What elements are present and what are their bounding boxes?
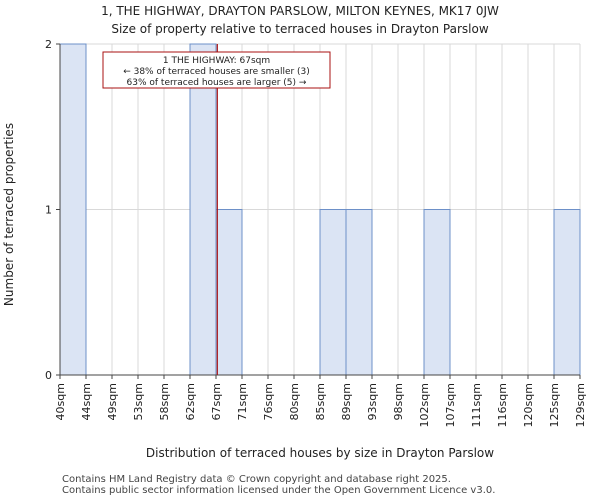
chart-subtitle: Size of property relative to terraced ho…: [111, 22, 489, 36]
bar-62sqm: [189, 43, 217, 376]
annotation-line: 63% of terraced houses are larger (5) →: [127, 78, 307, 88]
x-tick-label: 44sqm: [80, 383, 93, 420]
x-tick-label: 93sqm: [366, 383, 379, 420]
footer-copyright: Contains HM Land Registry data © Crown c…: [62, 474, 451, 485]
y-axis-label: Number of terraced properties: [2, 123, 16, 306]
x-tick-label: 129sqm: [574, 383, 587, 427]
x-tick-label: 98sqm: [392, 383, 405, 420]
annotation-box: [102, 51, 331, 89]
bar-125sqm: [553, 209, 581, 376]
annotation-line: ← 38% of terraced houses are smaller (3): [123, 67, 310, 77]
x-axis-label: Distribution of terraced houses by size …: [146, 446, 494, 460]
y-tick-label: 2: [45, 38, 52, 51]
histogram-chart: 0 1 2 40sqm 44sqm 49sqm 53sqm 58sqm 62sqm 67sqm 71…: [2, 38, 587, 460]
x-tick-label: 102sqm: [418, 383, 431, 427]
chart-title: 1, THE HIGHWAY, DRAYTON PARSLOW, MILTON …: [101, 4, 499, 18]
x-tick-label: 62sqm: [184, 383, 197, 420]
y-tick-label: 1: [45, 204, 52, 217]
x-tick-label: 89sqm: [340, 383, 353, 420]
x-tick-label: 40sqm: [54, 383, 67, 420]
x-tick-label: 76sqm: [262, 383, 275, 420]
x-tick-label: 125sqm: [548, 383, 561, 427]
bar-67sqm: [215, 209, 243, 376]
annotation-line: 1 THE HIGHWAY: 67sqm: [163, 56, 270, 66]
x-tick-label: 116sqm: [496, 383, 509, 427]
x-tick-label: 120sqm: [522, 383, 535, 427]
bar-40sqm: [59, 43, 87, 376]
x-tick-label: 58sqm: [158, 383, 171, 420]
y-tick-label: 0: [45, 369, 52, 382]
footer-licence: Contains public sector information licen…: [62, 485, 496, 496]
bar-102sqm: [423, 209, 451, 376]
bar-85sqm: [319, 209, 347, 376]
x-tick-label: 71sqm: [236, 383, 249, 420]
x-tick-label: 80sqm: [288, 383, 301, 420]
x-tick-label: 49sqm: [106, 383, 119, 420]
x-tick-label: 67sqm: [210, 383, 223, 420]
x-tick-label: 53sqm: [132, 383, 145, 420]
bar-89sqm: [345, 209, 373, 376]
x-tick-label: 85sqm: [314, 383, 327, 420]
x-tick-label: 107sqm: [444, 383, 457, 427]
x-tick-label: 111sqm: [470, 383, 483, 427]
